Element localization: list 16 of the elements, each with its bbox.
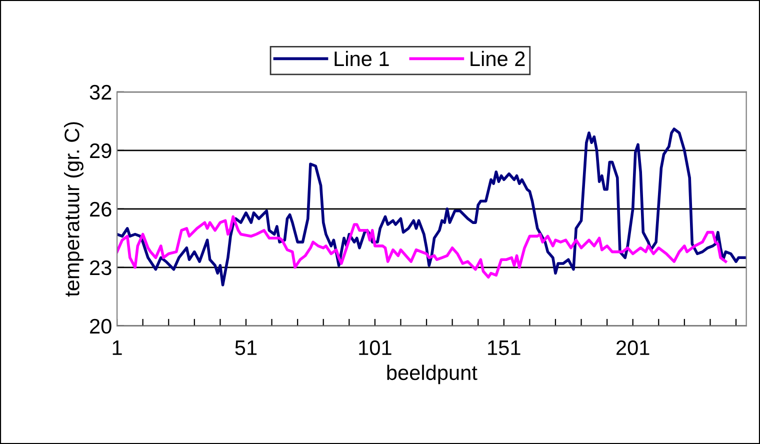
- legend-label: Line 1: [334, 50, 389, 66]
- x-axis-title: beeldpunt: [387, 364, 478, 384]
- y-tick-label: 29: [90, 143, 112, 158]
- x-tick-label: 151: [488, 340, 520, 356]
- legend-label: Line 2: [470, 50, 525, 66]
- y-tick-label: 26: [90, 202, 112, 217]
- y-tick-label: 32: [90, 84, 112, 100]
- y-axis-title: temperatuur (gr. C): [64, 122, 84, 297]
- line-series: [117, 215, 728, 279]
- line-series: [117, 128, 746, 286]
- x-tick-label: 201: [616, 340, 650, 356]
- y-tick-label: 20: [90, 318, 112, 334]
- x-tick-label: 1: [112, 340, 122, 355]
- y-tick-label: 23: [90, 260, 112, 276]
- x-tick-label: 101: [359, 340, 392, 356]
- x-tick-label: 51: [235, 340, 257, 356]
